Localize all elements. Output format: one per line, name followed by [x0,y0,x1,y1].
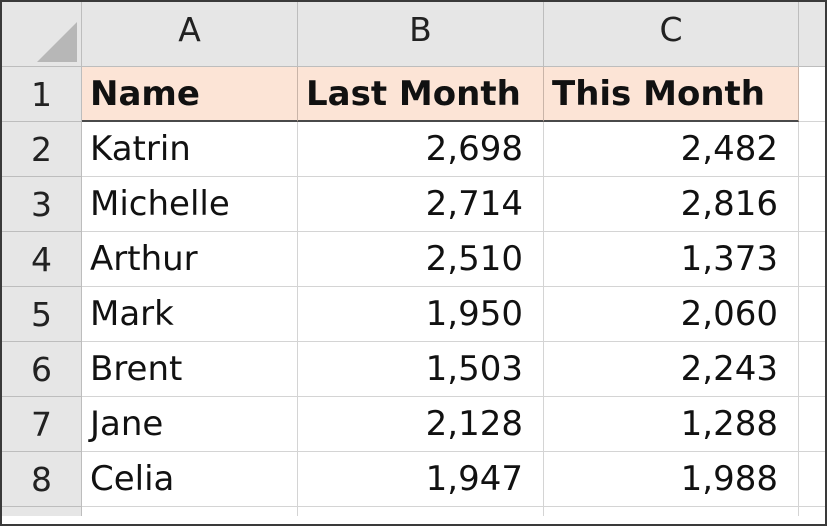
cell-b5[interactable]: 1,950 [298,287,544,342]
cell-d6[interactable] [799,342,825,397]
row-header-3[interactable]: 3 [2,177,82,232]
cell-a6[interactable]: Brent [82,342,298,397]
cell-c9-partial[interactable] [544,507,799,516]
column-header-a[interactable]: A [82,2,298,67]
cell-d3[interactable] [799,177,825,232]
cell-a4[interactable]: Arthur [82,232,298,287]
cell-d9-partial[interactable] [799,507,825,516]
row-header-5[interactable]: 5 [2,287,82,342]
cell-b8[interactable]: 1,947 [298,452,544,507]
cell-c6[interactable]: 2,243 [544,342,799,397]
cell-b3[interactable]: 2,714 [298,177,544,232]
cell-d7[interactable] [799,397,825,452]
cell-d8[interactable] [799,452,825,507]
cell-b4[interactable]: 2,510 [298,232,544,287]
cell-a7[interactable]: Jane [82,397,298,452]
cell-d4[interactable] [799,232,825,287]
cell-b1[interactable]: Last Month [298,67,544,122]
cell-c1[interactable]: This Month [544,67,799,122]
cell-a1[interactable]: Name [82,67,298,122]
cell-b6[interactable]: 1,503 [298,342,544,397]
row-header-8[interactable]: 8 [2,452,82,507]
spreadsheet-grid: A B C 1 Name Last Month This Month 2 Kat… [2,2,825,516]
row-header-9-partial[interactable] [2,507,82,516]
cell-d1[interactable] [799,67,825,122]
column-header-d-partial[interactable] [799,2,825,67]
cell-b7[interactable]: 2,128 [298,397,544,452]
cell-a2[interactable]: Katrin [82,122,298,177]
cell-a3[interactable]: Michelle [82,177,298,232]
cell-c7[interactable]: 1,288 [544,397,799,452]
row-header-2[interactable]: 2 [2,122,82,177]
column-header-c[interactable]: C [544,2,799,67]
row-header-4[interactable]: 4 [2,232,82,287]
cell-a5[interactable]: Mark [82,287,298,342]
select-all-triangle-icon [37,22,77,62]
cell-a8[interactable]: Celia [82,452,298,507]
cell-a9-partial[interactable] [82,507,298,516]
cell-c4[interactable]: 1,373 [544,232,799,287]
cell-b2[interactable]: 2,698 [298,122,544,177]
cell-c3[interactable]: 2,816 [544,177,799,232]
cell-c8[interactable]: 1,988 [544,452,799,507]
select-all-corner[interactable] [2,2,82,67]
cell-c2[interactable]: 2,482 [544,122,799,177]
row-header-7[interactable]: 7 [2,397,82,452]
cell-b9-partial[interactable] [298,507,544,516]
cell-d2[interactable] [799,122,825,177]
row-header-1[interactable]: 1 [2,67,82,122]
column-header-b[interactable]: B [298,2,544,67]
cell-d5[interactable] [799,287,825,342]
row-header-6[interactable]: 6 [2,342,82,397]
cell-c5[interactable]: 2,060 [544,287,799,342]
